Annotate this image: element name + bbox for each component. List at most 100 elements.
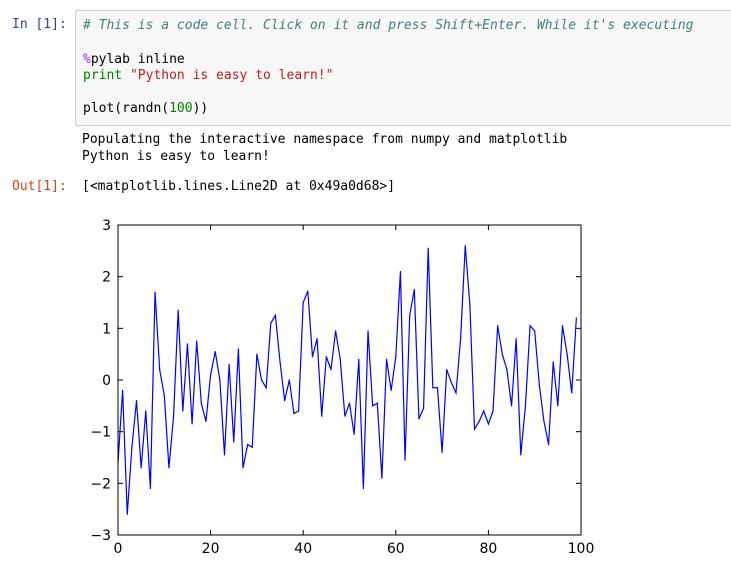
data-point bbox=[358, 358, 360, 360]
data-point bbox=[376, 402, 378, 404]
data-point bbox=[168, 467, 170, 469]
data-point bbox=[214, 350, 216, 353]
data-point bbox=[571, 392, 573, 394]
output-repr: [<matplotlib.lines.Line2D at 0x49a0d68>] bbox=[82, 179, 396, 194]
data-point bbox=[362, 487, 364, 490]
data-point bbox=[288, 379, 290, 381]
magic-percent: % bbox=[83, 52, 91, 67]
y-tick-label: 3 bbox=[102, 218, 111, 234]
plot-argument: 100 bbox=[169, 101, 193, 116]
data-point bbox=[427, 247, 429, 249]
data-point bbox=[552, 361, 554, 363]
data-point bbox=[182, 410, 184, 412]
plot-frame bbox=[117, 224, 582, 536]
y-tick-label: −3 bbox=[90, 528, 111, 544]
data-point bbox=[413, 288, 415, 291]
plot-call-suffix: )) bbox=[192, 101, 209, 116]
data-point bbox=[186, 343, 189, 345]
magic-command: pylab inline bbox=[90, 52, 185, 67]
data-point bbox=[344, 415, 346, 417]
data-point bbox=[200, 402, 202, 404]
data-point bbox=[478, 420, 480, 422]
data-point bbox=[122, 389, 124, 391]
print-keyword: print bbox=[83, 68, 123, 83]
y-tick-label: −2 bbox=[90, 476, 111, 492]
data-point bbox=[487, 423, 489, 425]
data-point bbox=[469, 304, 471, 306]
data-point bbox=[497, 325, 499, 327]
data-point bbox=[515, 338, 517, 340]
code-cell-input[interactable]: # This is a code cell. Click on it and p… bbox=[75, 10, 731, 126]
data-point bbox=[395, 356, 397, 358]
data-point bbox=[385, 358, 388, 360]
data-point bbox=[390, 389, 392, 391]
data-point bbox=[307, 290, 309, 292]
x-tick-label: 40 bbox=[294, 541, 312, 557]
plot-call-prefix: plot(randn( bbox=[83, 101, 170, 116]
data-point bbox=[547, 443, 550, 446]
data-point bbox=[284, 400, 286, 402]
data-point bbox=[145, 410, 147, 412]
data-point bbox=[524, 405, 527, 407]
data-point bbox=[460, 338, 462, 340]
axis-ticks bbox=[117, 224, 582, 536]
data-point bbox=[293, 412, 295, 415]
data-point bbox=[251, 446, 253, 448]
data-point bbox=[316, 338, 318, 340]
data-point bbox=[163, 394, 165, 397]
data-point bbox=[274, 314, 277, 317]
code-plot-line: plot(randn(100)) bbox=[83, 101, 208, 116]
data-point bbox=[506, 369, 508, 371]
code-magic-line: %pylab inline bbox=[83, 52, 185, 67]
x-tick-label: 20 bbox=[202, 541, 220, 557]
data-point bbox=[196, 340, 198, 342]
series-points bbox=[117, 245, 577, 515]
data-point bbox=[154, 291, 156, 293]
data-point bbox=[191, 423, 193, 425]
data-point bbox=[330, 369, 332, 371]
data-point bbox=[126, 513, 128, 515]
print-string: "Python is easy to learn!" bbox=[129, 68, 334, 83]
data-point bbox=[543, 420, 545, 422]
data-point bbox=[404, 459, 406, 461]
data-point bbox=[210, 374, 212, 376]
x-tick-label: 60 bbox=[387, 541, 405, 557]
data-point bbox=[159, 369, 161, 371]
data-point bbox=[534, 330, 536, 332]
data-point bbox=[409, 314, 411, 317]
out-prompt: Out[1]: bbox=[12, 179, 67, 194]
data-point bbox=[135, 400, 138, 402]
line-plot: 3 2 1 0 −1 −2 −3 0 20 40 60 80 100 bbox=[90, 218, 594, 557]
data-point bbox=[228, 363, 230, 366]
data-point bbox=[265, 387, 267, 389]
data-point bbox=[520, 454, 522, 456]
data-point bbox=[501, 353, 503, 355]
data-point bbox=[575, 317, 577, 319]
y-tick-label: 1 bbox=[102, 321, 111, 337]
data-point bbox=[223, 454, 226, 456]
x-tick-label: 80 bbox=[479, 541, 497, 557]
data-point bbox=[311, 356, 314, 358]
data-point bbox=[279, 361, 281, 363]
data-point bbox=[446, 369, 448, 371]
data-point bbox=[219, 379, 221, 381]
data-point bbox=[529, 325, 531, 327]
data-point bbox=[270, 322, 272, 324]
data-point bbox=[297, 410, 300, 412]
data-point bbox=[367, 330, 369, 332]
data-point bbox=[140, 467, 142, 469]
data-point bbox=[325, 356, 327, 358]
data-point bbox=[260, 379, 263, 381]
data-point bbox=[432, 387, 434, 389]
data-point bbox=[302, 301, 304, 304]
data-point bbox=[436, 387, 439, 389]
data-point bbox=[450, 381, 452, 384]
code-print-line: print "Python is easy to learn!" bbox=[83, 68, 333, 83]
stdout-line-2: Python is easy to learn! bbox=[82, 149, 270, 164]
data-point bbox=[149, 487, 152, 490]
series-line bbox=[117, 245, 577, 515]
data-point bbox=[399, 270, 402, 273]
data-point bbox=[348, 402, 351, 404]
data-point bbox=[455, 392, 457, 394]
x-tick-label: 0 bbox=[114, 541, 123, 557]
